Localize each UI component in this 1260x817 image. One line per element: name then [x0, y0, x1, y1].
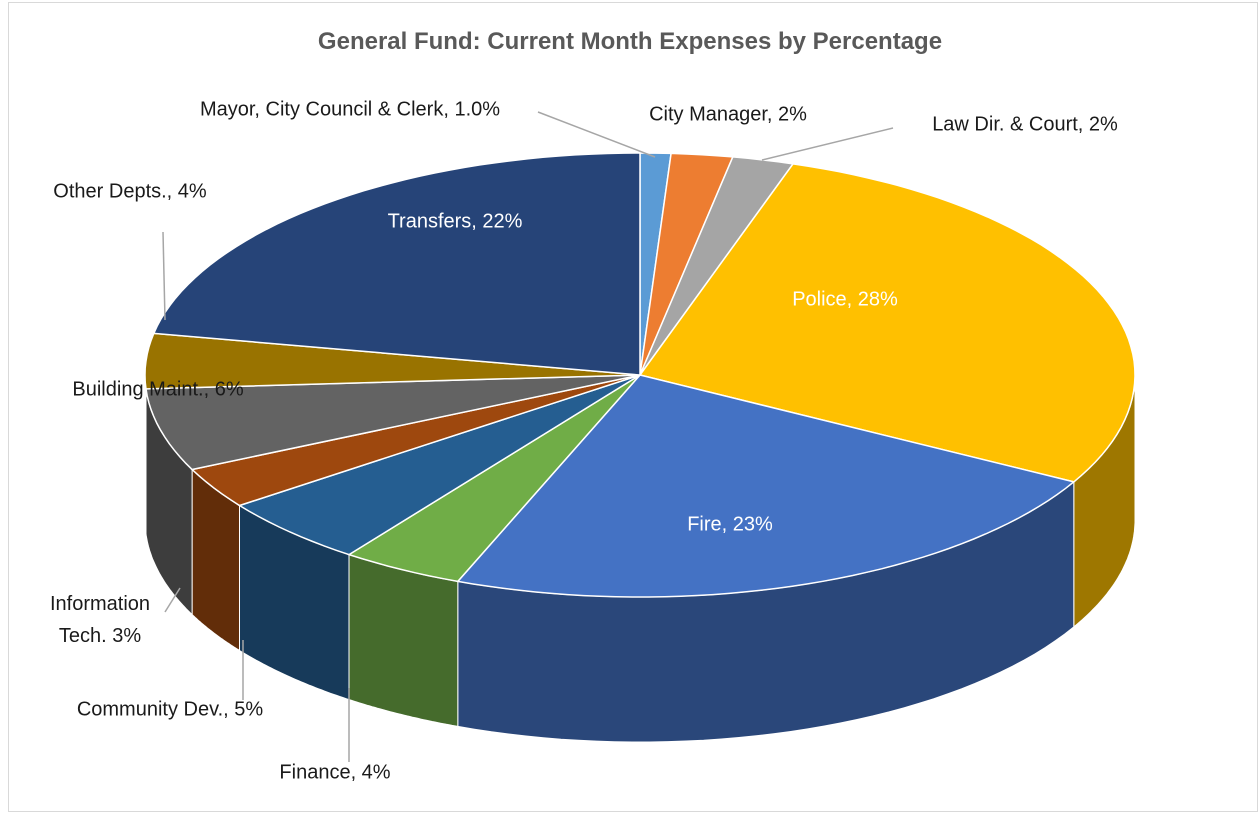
- slice: [347, 374, 641, 583]
- chart-frame: [8, 2, 1258, 812]
- data-label: Building Maint., 6%: [72, 378, 244, 401]
- chart-title: General Fund: Current Month Expenses by …: [317, 28, 943, 55]
- data-label: Law Dir. & Court, 2%: [932, 113, 1118, 136]
- data-label: Information Tech. 3%: [49, 593, 151, 647]
- leader-line: [537, 111, 656, 158]
- slice: [145, 374, 641, 471]
- slice: [638, 163, 1136, 483]
- slice: [456, 374, 1076, 598]
- leader-line: [164, 587, 181, 613]
- data-label: Fire, 23%: [687, 513, 773, 536]
- slice: [237, 374, 641, 556]
- slice: [152, 152, 641, 376]
- leader-line: [162, 231, 166, 321]
- data-label: Finance, 4%: [279, 761, 391, 784]
- data-label: Other Depts., 4%: [53, 180, 207, 203]
- data-label: Police, 28%: [792, 288, 898, 311]
- leader-line: [761, 127, 894, 161]
- data-label: City Manager, 2%: [649, 103, 807, 126]
- data-label: Mayor, City Council & Clerk, 1.0%: [199, 98, 501, 121]
- data-label: Transfers, 22%: [387, 210, 523, 233]
- slice-side: [348, 553, 459, 727]
- slice: [190, 374, 641, 507]
- slice: [144, 332, 641, 390]
- data-label: Community Dev., 5%: [76, 698, 264, 721]
